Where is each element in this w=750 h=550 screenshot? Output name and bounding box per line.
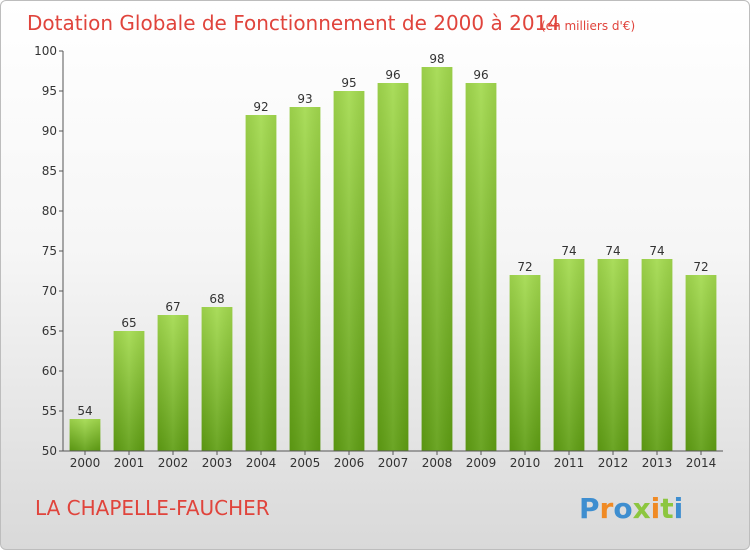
value-label-2013: 74 [649,244,664,258]
y-tick-label: 60 [42,364,57,378]
value-label-2001: 65 [121,316,136,330]
value-label-2000: 54 [77,404,92,418]
x-tick-label-2006: 2006 [334,456,365,470]
bar-shade-2003 [201,307,233,451]
value-label-2011: 74 [561,244,576,258]
value-label-2014: 72 [693,260,708,274]
bar-shade-2000 [69,419,101,451]
y-tick-label: 90 [42,124,57,138]
value-label-2005: 93 [297,92,312,106]
bar-shade-2001 [113,331,145,451]
logo-letter: i [651,492,661,525]
x-tick-label-2012: 2012 [598,456,629,470]
value-label-2002: 67 [165,300,180,314]
proxiti-logo: Proxiti [579,492,683,525]
bar-shade-2012 [597,259,629,451]
chart-title: Dotation Globale de Fonctionnement de 20… [27,11,560,35]
commune-name: LA CHAPELLE-FAUCHER [35,496,270,520]
bar-shade-2009 [465,83,497,451]
bar-shade-2004 [245,115,277,451]
x-tick-label-2009: 2009 [466,456,497,470]
y-tick-label: 55 [42,404,57,418]
logo-letter: i [674,492,684,525]
y-axis: 50 55 60 65 70 75 80 85 90 95 100 [34,44,64,458]
x-tick-label-2000: 2000 [70,456,101,470]
value-label-2010: 72 [517,260,532,274]
bars: 54 65 67 68 92 93 95 96 98 96 72 74 74 74 72 [69,52,717,451]
x-tick-label-2002: 2002 [158,456,189,470]
logo-letter: t [660,492,673,525]
x-tick-label-2010: 2010 [510,456,541,470]
y-tick-label: 85 [42,164,57,178]
value-label-2009: 96 [473,68,488,82]
bar-shade-2008 [421,67,453,451]
bar-shade-2013 [641,259,673,451]
bar-shade-2002 [157,315,189,451]
bar-shade-2006 [333,91,365,451]
x-tick-label-2014: 2014 [686,456,717,470]
y-tick-label: 95 [42,84,57,98]
y-tick-label: 100 [34,44,57,58]
value-label-2006: 95 [341,76,356,90]
y-tick-label: 75 [42,244,57,258]
chart-subtitle: (en milliers d'€) [541,19,635,33]
x-axis: 2000 2001 2002 2003 2004 2005 2006 2007 2008 2009… [63,450,723,470]
value-label-2007: 96 [385,68,400,82]
x-tick-label-2005: 2005 [290,456,321,470]
logo-letter: x [633,492,651,525]
y-tick-label: 65 [42,324,57,338]
x-tick-label-2007: 2007 [378,456,409,470]
value-label-2003: 68 [209,292,224,306]
logo-letter: o [613,492,632,525]
y-tick-label: 70 [42,284,57,298]
y-tick-label: 80 [42,204,57,218]
x-tick-label-2004: 2004 [246,456,277,470]
x-tick-label-2011: 2011 [554,456,585,470]
x-tick-label-2003: 2003 [202,456,233,470]
bar-shade-2007 [377,83,409,451]
value-label-2004: 92 [253,100,268,114]
bar-shade-2014 [685,275,717,451]
value-label-2012: 74 [605,244,620,258]
x-tick-label-2008: 2008 [422,456,453,470]
x-tick-label-2001: 2001 [114,456,145,470]
y-tick-label: 50 [42,444,57,458]
bar-shade-2011 [553,259,585,451]
value-label-2008: 98 [429,52,444,66]
bar-shade-2005 [289,107,321,451]
logo-letter: r [600,492,614,525]
logo-letter: P [579,492,600,525]
x-tick-label-2013: 2013 [642,456,673,470]
bar-shade-2010 [509,275,541,451]
